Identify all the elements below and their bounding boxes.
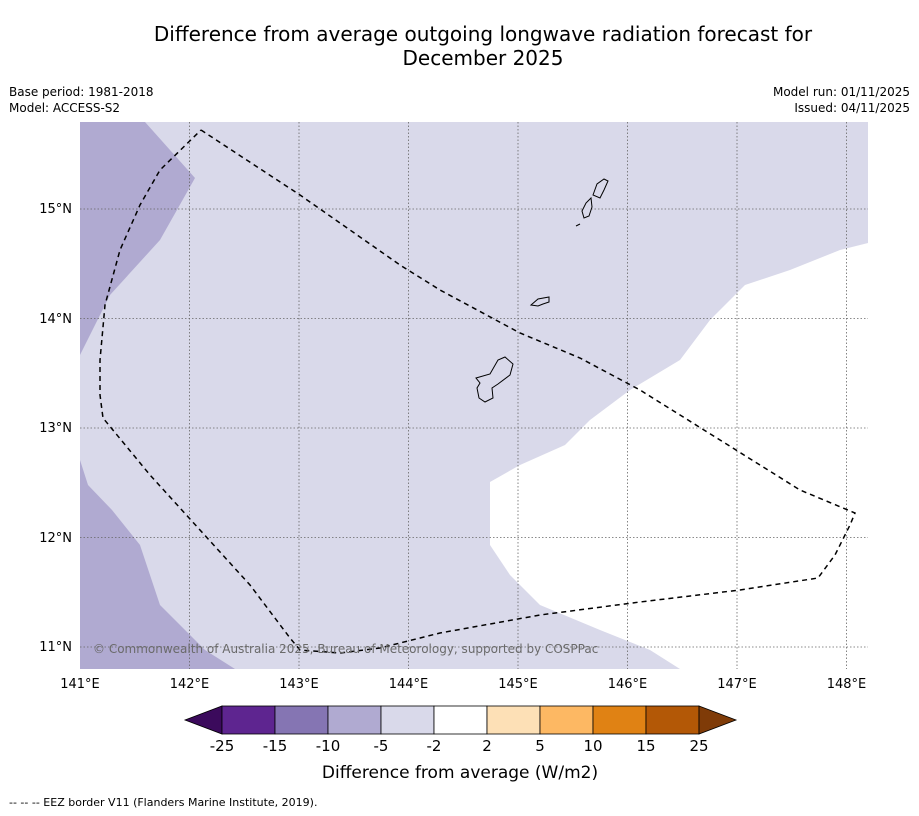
model-name: Model: ACCESS-S2 bbox=[9, 101, 121, 115]
lat-tick-label: 13°N bbox=[39, 421, 72, 436]
issued-date: Issued: 04/11/2025 bbox=[794, 101, 910, 115]
colorbar-tick-label: -25 bbox=[210, 737, 235, 755]
anomaly-field-neutral bbox=[490, 243, 868, 669]
model-run: Model run: 01/11/2025 bbox=[772, 85, 910, 99]
lon-tick-label: 142°E bbox=[170, 677, 210, 692]
colorbar-extend-high bbox=[698, 705, 738, 735]
lon-tick-label: 146°E bbox=[608, 677, 648, 692]
map-area: © Commonwealth of Australia 2025, Bureau… bbox=[80, 122, 868, 669]
lon-tick-label: 144°E bbox=[389, 677, 429, 692]
island-rota bbox=[529, 296, 550, 307]
colorbar-segment bbox=[645, 705, 700, 735]
island-saipan bbox=[592, 178, 609, 199]
colorbar-tick-label: -15 bbox=[263, 737, 288, 755]
lat-tick-label: 12°N bbox=[39, 531, 72, 546]
eez-border bbox=[99, 129, 856, 654]
colorbar-segment bbox=[327, 705, 382, 735]
lon-tick-label: 147°E bbox=[717, 677, 757, 692]
title-line-2: December 2025 bbox=[402, 46, 564, 70]
lat-tick-label: 11°N bbox=[39, 640, 72, 655]
lon-tick-label: 145°E bbox=[498, 677, 538, 692]
colorbar-extend-low bbox=[183, 705, 223, 735]
colorbar-segment bbox=[539, 705, 594, 735]
colorbar-segment bbox=[380, 705, 435, 735]
colorbar-segment bbox=[592, 705, 647, 735]
colorbar-tick-label: -10 bbox=[316, 737, 341, 755]
colorbar-segment bbox=[433, 705, 488, 735]
base-period: Base period: 1981-2018 bbox=[9, 85, 154, 99]
lon-axis: 141°E 142°E 143°E 144°E 145°E 146°E 147°… bbox=[60, 677, 866, 692]
island-aguijan bbox=[575, 223, 581, 227]
copyright-notice: © Commonwealth of Australia 2025, Bureau… bbox=[93, 642, 598, 656]
island-guam bbox=[475, 356, 514, 403]
colorbar-tick-label: 15 bbox=[636, 737, 655, 755]
lon-tick-label: 141°E bbox=[60, 677, 100, 692]
anomaly-field-medium-north bbox=[80, 122, 195, 355]
graticule bbox=[80, 122, 868, 669]
colorbar-title: Difference from average (W/m2) bbox=[322, 763, 598, 783]
lon-tick-label: 143°E bbox=[279, 677, 319, 692]
island-tinian bbox=[581, 196, 593, 219]
lat-tick-label: 14°N bbox=[39, 312, 72, 327]
colorbar-tick-label: -5 bbox=[374, 737, 389, 755]
colorbar-tick-label: 5 bbox=[535, 737, 545, 755]
lon-tick-label: 148°E bbox=[827, 677, 867, 692]
colorbar-tick-label: -2 bbox=[427, 737, 442, 755]
meta-left: Base period: 1981-2018 Model: ACCESS-S2 bbox=[9, 84, 154, 116]
meta-right: Model run: 01/11/2025 Issued: 04/11/2025 bbox=[773, 84, 910, 116]
lat-tick-label: 15°N bbox=[39, 202, 72, 217]
colorbar-tick-label: 25 bbox=[689, 737, 708, 755]
title-line-1: Difference from average outgoing longwav… bbox=[153, 22, 813, 46]
colorbar: -25 -15 -10 -5 -2 2 5 10 15 25 Differenc… bbox=[183, 705, 738, 783]
lat-axis: 15°N 14°N 13°N 12°N 11°N bbox=[39, 202, 72, 655]
colorbar-tick-label: 10 bbox=[583, 737, 602, 755]
colorbar-segment bbox=[221, 705, 276, 735]
colorbar-segment bbox=[486, 705, 541, 735]
map-title: Difference from average outgoing longwav… bbox=[0, 22, 919, 70]
eez-footnote: -- -- -- EEZ border V11 (Flanders Marine… bbox=[9, 796, 318, 809]
colorbar-tick-label: 2 bbox=[482, 737, 492, 755]
anomaly-field-medium-south bbox=[80, 460, 235, 669]
colorbar-segment bbox=[274, 705, 329, 735]
